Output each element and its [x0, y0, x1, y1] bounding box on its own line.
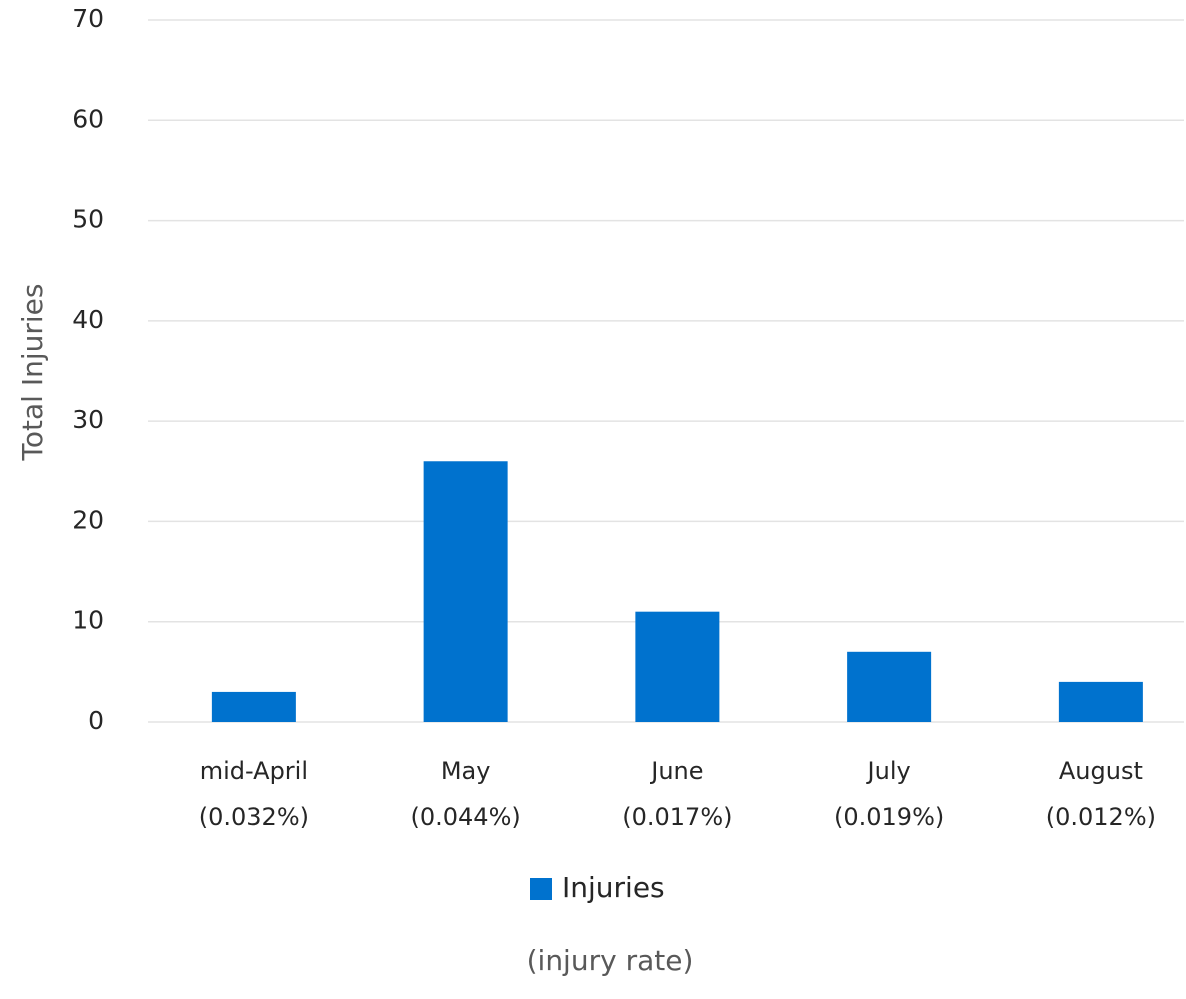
- y-tick-label: 70: [72, 4, 104, 33]
- y-tick-label: 20: [72, 505, 104, 534]
- x-tick-label: July: [866, 757, 911, 785]
- x-tick-label: (0.012%): [1046, 803, 1156, 831]
- x-tick-label: (0.032%): [199, 803, 309, 831]
- bar: [423, 461, 508, 722]
- x-axis-title: (injury rate): [527, 944, 694, 977]
- x-tick-label: (0.044%): [411, 803, 521, 831]
- bar: [1058, 681, 1143, 722]
- y-tick-label: 40: [72, 305, 104, 334]
- legend-label: Injuries: [562, 871, 665, 904]
- y-tick-label: 0: [88, 706, 104, 735]
- bar: [211, 691, 296, 722]
- bar: [847, 651, 932, 722]
- y-tick-label: 30: [72, 405, 104, 434]
- x-tick-label: June: [649, 757, 703, 785]
- y-tick-label: 10: [72, 606, 104, 635]
- y-tick-label: 60: [72, 104, 104, 133]
- x-tick-label: (0.017%): [622, 803, 732, 831]
- x-tick-label: May: [441, 757, 491, 785]
- legend-swatch: [530, 878, 552, 900]
- x-tick-label: mid-April: [200, 757, 308, 785]
- bar: [635, 611, 720, 722]
- y-tick-label: 50: [72, 205, 104, 234]
- y-axis-title: Total Injuries: [16, 284, 49, 462]
- x-tick-label: August: [1059, 757, 1143, 785]
- x-tick-label: (0.019%): [834, 803, 944, 831]
